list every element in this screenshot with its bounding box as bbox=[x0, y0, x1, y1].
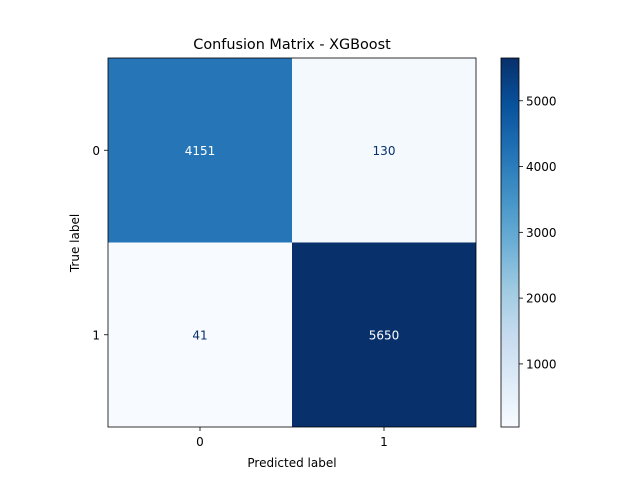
colorbar-tick-label: 5000 bbox=[526, 94, 557, 108]
plot-frame bbox=[107, 57, 477, 428]
cell-value-label: 5650 bbox=[369, 328, 400, 342]
colorbar-tick-label: 4000 bbox=[526, 160, 557, 174]
y-tick-label: 1 bbox=[92, 328, 100, 342]
colorbar-tick-label: 2000 bbox=[526, 292, 557, 306]
y-axis-ticks: 01 bbox=[92, 144, 108, 342]
heatmap-cell bbox=[108, 58, 292, 243]
cell-value-label: 41 bbox=[192, 328, 207, 342]
x-axis-label: Predicted label bbox=[247, 456, 336, 470]
cell-value-label: 130 bbox=[373, 144, 396, 158]
heatmap-cell bbox=[292, 58, 476, 243]
heatmap-cell bbox=[108, 242, 292, 427]
cell-value-label: 4151 bbox=[185, 144, 216, 158]
colorbar-tick-label: 1000 bbox=[526, 357, 557, 371]
heatmap-cells: 4151 130 41 5650 bbox=[108, 58, 476, 427]
colorbar-tick-label: 3000 bbox=[526, 226, 557, 240]
colorbar bbox=[500, 57, 520, 428]
colorbar-ticks: 1000 2000 3000 4000 5000 bbox=[519, 94, 557, 371]
chart-title: Confusion Matrix - XGBoost bbox=[193, 37, 391, 53]
x-tick-label: 0 bbox=[196, 435, 204, 449]
x-tick-label: 1 bbox=[380, 435, 388, 449]
heatmap-cell bbox=[292, 242, 476, 427]
y-tick-label: 0 bbox=[92, 144, 100, 158]
y-axis-label: True label bbox=[68, 214, 82, 273]
